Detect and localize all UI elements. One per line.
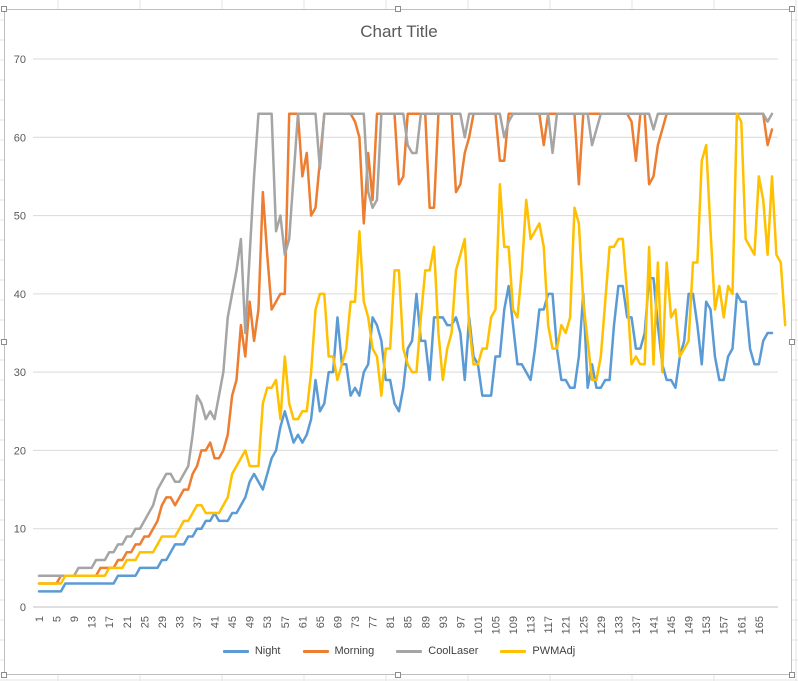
resize-handle-bottom-left[interactable] — [1, 672, 7, 678]
legend-label: CoolLaser — [428, 645, 479, 657]
y-tick-label: 40 — [14, 289, 26, 301]
x-tick-label: 117 — [543, 616, 555, 634]
x-tick-label: 45 — [227, 616, 239, 628]
x-tick-label: 61 — [297, 616, 309, 628]
series-line-coollaser[interactable] — [37, 112, 774, 577]
series-line-pwmadj[interactable] — [37, 112, 787, 585]
resize-handle-middle-left[interactable] — [1, 339, 7, 345]
series-line-night[interactable] — [37, 276, 774, 593]
legend-item-coollaser[interactable]: CoolLaser — [396, 645, 478, 657]
x-tick-label: 33 — [174, 616, 186, 628]
legend-swatch — [396, 649, 423, 653]
x-tick-label: 13 — [87, 616, 99, 628]
x-tick-label: 77 — [368, 616, 380, 628]
y-tick-label: 20 — [14, 445, 26, 457]
y-tick-label: 50 — [14, 211, 26, 223]
y-tick-label: 30 — [14, 367, 26, 379]
x-tick-label: 105 — [490, 616, 502, 634]
legend-swatch — [500, 649, 527, 653]
x-tick-label: 109 — [508, 616, 520, 634]
legend-item-pwmadj[interactable]: PWMAdj — [500, 645, 575, 657]
y-tick-label: 70 — [14, 54, 26, 66]
x-tick-label: 49 — [245, 616, 257, 628]
x-tick-label: 145 — [666, 616, 678, 634]
x-tick-label: 89 — [420, 616, 432, 628]
x-tick-label: 121 — [561, 616, 573, 634]
x-tick-label: 125 — [578, 616, 590, 634]
y-tick-label: 10 — [14, 524, 26, 536]
x-tick-label: 137 — [631, 616, 643, 634]
x-tick-label: 25 — [139, 616, 151, 628]
x-tick-label: 93 — [438, 616, 450, 628]
x-tick-label: 157 — [719, 616, 731, 634]
x-tick-label: 17 — [104, 616, 116, 628]
chart-title[interactable]: Chart Title — [360, 22, 438, 41]
legend-label: PWMAdj — [532, 645, 576, 657]
resize-handle-top-right[interactable] — [789, 6, 795, 12]
x-tick-label: 5 — [52, 616, 64, 622]
x-tick-label: 73 — [350, 616, 362, 628]
resize-handle-middle-right[interactable] — [789, 339, 795, 345]
legend-item-night[interactable]: Night — [222, 645, 281, 657]
x-tick-label: 97 — [455, 616, 467, 628]
x-tick-label: 129 — [596, 616, 608, 634]
resize-handle-top-center[interactable] — [395, 6, 401, 12]
legend-label: Night — [254, 645, 281, 657]
x-tick-label: 149 — [684, 616, 696, 634]
x-tick-label: 141 — [648, 616, 660, 634]
legend-swatch — [302, 649, 329, 653]
x-tick-label: 41 — [210, 616, 222, 628]
resize-handle-top-left[interactable] — [1, 6, 7, 12]
x-tick-label: 85 — [403, 616, 415, 628]
y-tick-label: 60 — [14, 132, 26, 144]
legend-swatch — [222, 649, 249, 653]
x-tick-label: 101 — [473, 616, 485, 634]
legend-label: Morning — [334, 645, 375, 657]
x-tick-label: 113 — [526, 616, 538, 634]
x-tick-label: 153 — [701, 616, 713, 634]
x-tick-label: 9 — [69, 616, 81, 622]
x-tick-label: 69 — [332, 616, 344, 628]
x-tick-label: 53 — [262, 616, 274, 628]
x-tick-label: 65 — [315, 616, 327, 628]
y-tick-label: 0 — [20, 602, 26, 614]
x-tick-label: 21 — [122, 616, 134, 628]
legend-item-morning[interactable]: Morning — [302, 645, 375, 657]
series-line-morning[interactable] — [37, 112, 774, 585]
x-tick-label: 57 — [280, 616, 292, 628]
resize-handle-bottom-center[interactable] — [395, 672, 401, 678]
legend[interactable]: Night Morning CoolLaser PWMAdj — [0, 645, 798, 657]
x-tick-label: 81 — [385, 616, 397, 628]
x-tick-label: 29 — [157, 616, 169, 628]
x-tick-label: 1 — [34, 616, 46, 622]
x-tick-label: 161 — [736, 616, 748, 634]
x-tick-label: 133 — [613, 616, 625, 634]
x-tick-label: 37 — [192, 616, 204, 628]
resize-handle-bottom-right[interactable] — [789, 672, 795, 678]
x-tick-label: 165 — [754, 616, 766, 634]
